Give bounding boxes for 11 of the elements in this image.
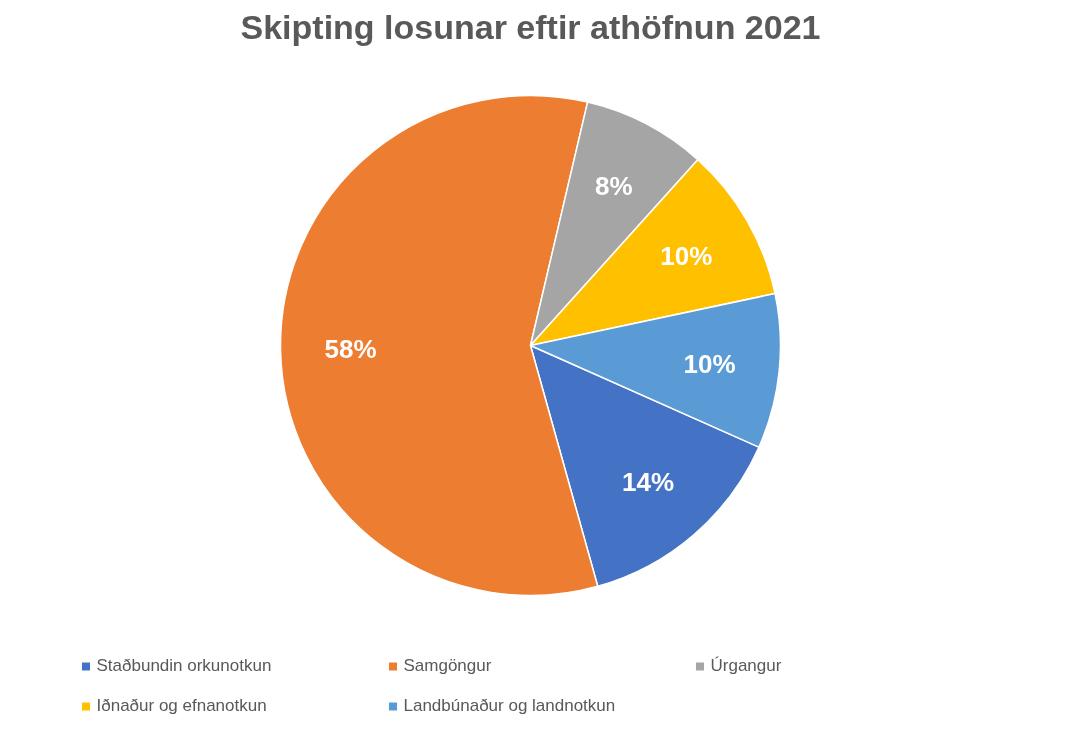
legend-label: Samgöngur — [403, 656, 493, 676]
data-label: 58% — [324, 334, 377, 365]
legend-label: Úrgangur — [710, 656, 783, 676]
data-label: 8% — [595, 170, 633, 201]
data-label: 14% — [622, 466, 675, 497]
legend-label: Staðbundin orkunotkun — [96, 656, 273, 676]
data-label: 10% — [683, 349, 736, 380]
chart-title: Skipting losunar eftir athöfnun 2021 — [240, 7, 821, 46]
legend-label: Iðnaður og efnanotkun — [96, 696, 268, 716]
data-label: 10% — [660, 240, 713, 271]
legend-label: Landbúnaður og landnotkun — [403, 696, 617, 716]
